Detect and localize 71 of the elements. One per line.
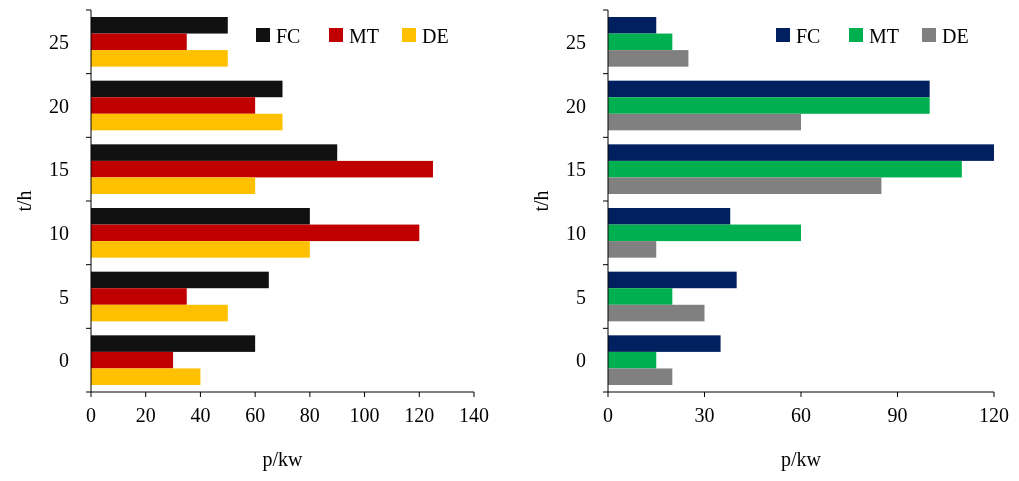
bar bbox=[608, 113, 801, 131]
bar bbox=[608, 271, 737, 289]
x-tick-label: 90 bbox=[887, 404, 908, 426]
y-tick-label: 0 bbox=[59, 349, 69, 372]
bar bbox=[608, 177, 882, 194]
bar bbox=[91, 50, 228, 67]
bar bbox=[608, 97, 930, 114]
y-axis-title: t/h bbox=[530, 190, 552, 212]
y-tick-label: 10 bbox=[566, 221, 586, 244]
bar bbox=[91, 368, 201, 385]
bar bbox=[91, 97, 256, 114]
bar bbox=[91, 177, 256, 194]
y-tick-label: 20 bbox=[49, 94, 69, 117]
bar bbox=[91, 351, 174, 369]
legend-label: FC bbox=[796, 25, 821, 47]
legend-label: DE bbox=[422, 25, 449, 47]
legend-label: FC bbox=[276, 25, 301, 47]
y-axis-title: t/h bbox=[13, 190, 35, 212]
bar bbox=[608, 144, 994, 161]
bar bbox=[608, 17, 657, 34]
legend-label: DE bbox=[942, 25, 969, 47]
bar bbox=[608, 208, 731, 225]
x-axis-title: p/kw bbox=[262, 448, 304, 471]
y-tick-label: 0 bbox=[576, 349, 586, 372]
bar bbox=[608, 241, 657, 258]
bar bbox=[91, 224, 420, 242]
bar bbox=[91, 271, 269, 289]
bar bbox=[91, 304, 228, 322]
legend-label: MT bbox=[869, 25, 899, 47]
x-tick-label: 120 bbox=[979, 404, 1009, 426]
y-tick-label: 25 bbox=[49, 30, 69, 53]
bar bbox=[608, 33, 673, 51]
y-tick-label: 15 bbox=[566, 158, 586, 181]
bar bbox=[91, 80, 283, 98]
bar bbox=[91, 288, 187, 305]
x-tick-label: 100 bbox=[349, 404, 380, 426]
bar bbox=[608, 335, 721, 352]
x-tick-label: 140 bbox=[459, 404, 489, 426]
bar bbox=[608, 160, 962, 178]
bar bbox=[91, 33, 187, 51]
bar bbox=[91, 160, 433, 178]
x-tick-label: 0 bbox=[86, 404, 96, 426]
y-tick-label: 20 bbox=[566, 94, 586, 117]
bar bbox=[608, 304, 705, 322]
x-tick-label: 60 bbox=[245, 404, 266, 426]
x-tick-label: 60 bbox=[791, 404, 811, 426]
bar bbox=[608, 288, 673, 305]
x-tick-label: 120 bbox=[404, 404, 435, 426]
bar bbox=[91, 241, 310, 258]
x-axis-title: p/kw bbox=[781, 448, 822, 471]
bar bbox=[91, 17, 228, 34]
x-tick-label: 0 bbox=[603, 404, 613, 426]
y-tick-label: 25 bbox=[566, 30, 586, 53]
x-tick-label: 80 bbox=[299, 404, 320, 426]
x-tick-label: 30 bbox=[694, 404, 715, 426]
bar bbox=[91, 113, 283, 131]
legend-label: MT bbox=[349, 25, 379, 47]
y-tick-label: 5 bbox=[576, 285, 586, 308]
x-tick-label: 20 bbox=[135, 404, 156, 426]
x-tick-label: 40 bbox=[190, 404, 211, 426]
bar bbox=[608, 224, 801, 242]
y-tick-label: 10 bbox=[49, 221, 69, 244]
y-tick-label: 15 bbox=[49, 158, 69, 181]
bar bbox=[608, 50, 689, 67]
bar bbox=[608, 351, 657, 369]
bar bbox=[608, 80, 930, 98]
bar bbox=[91, 335, 256, 352]
bar bbox=[91, 144, 338, 161]
y-tick-label: 5 bbox=[59, 285, 69, 308]
bar bbox=[608, 368, 673, 385]
bar bbox=[91, 208, 310, 225]
